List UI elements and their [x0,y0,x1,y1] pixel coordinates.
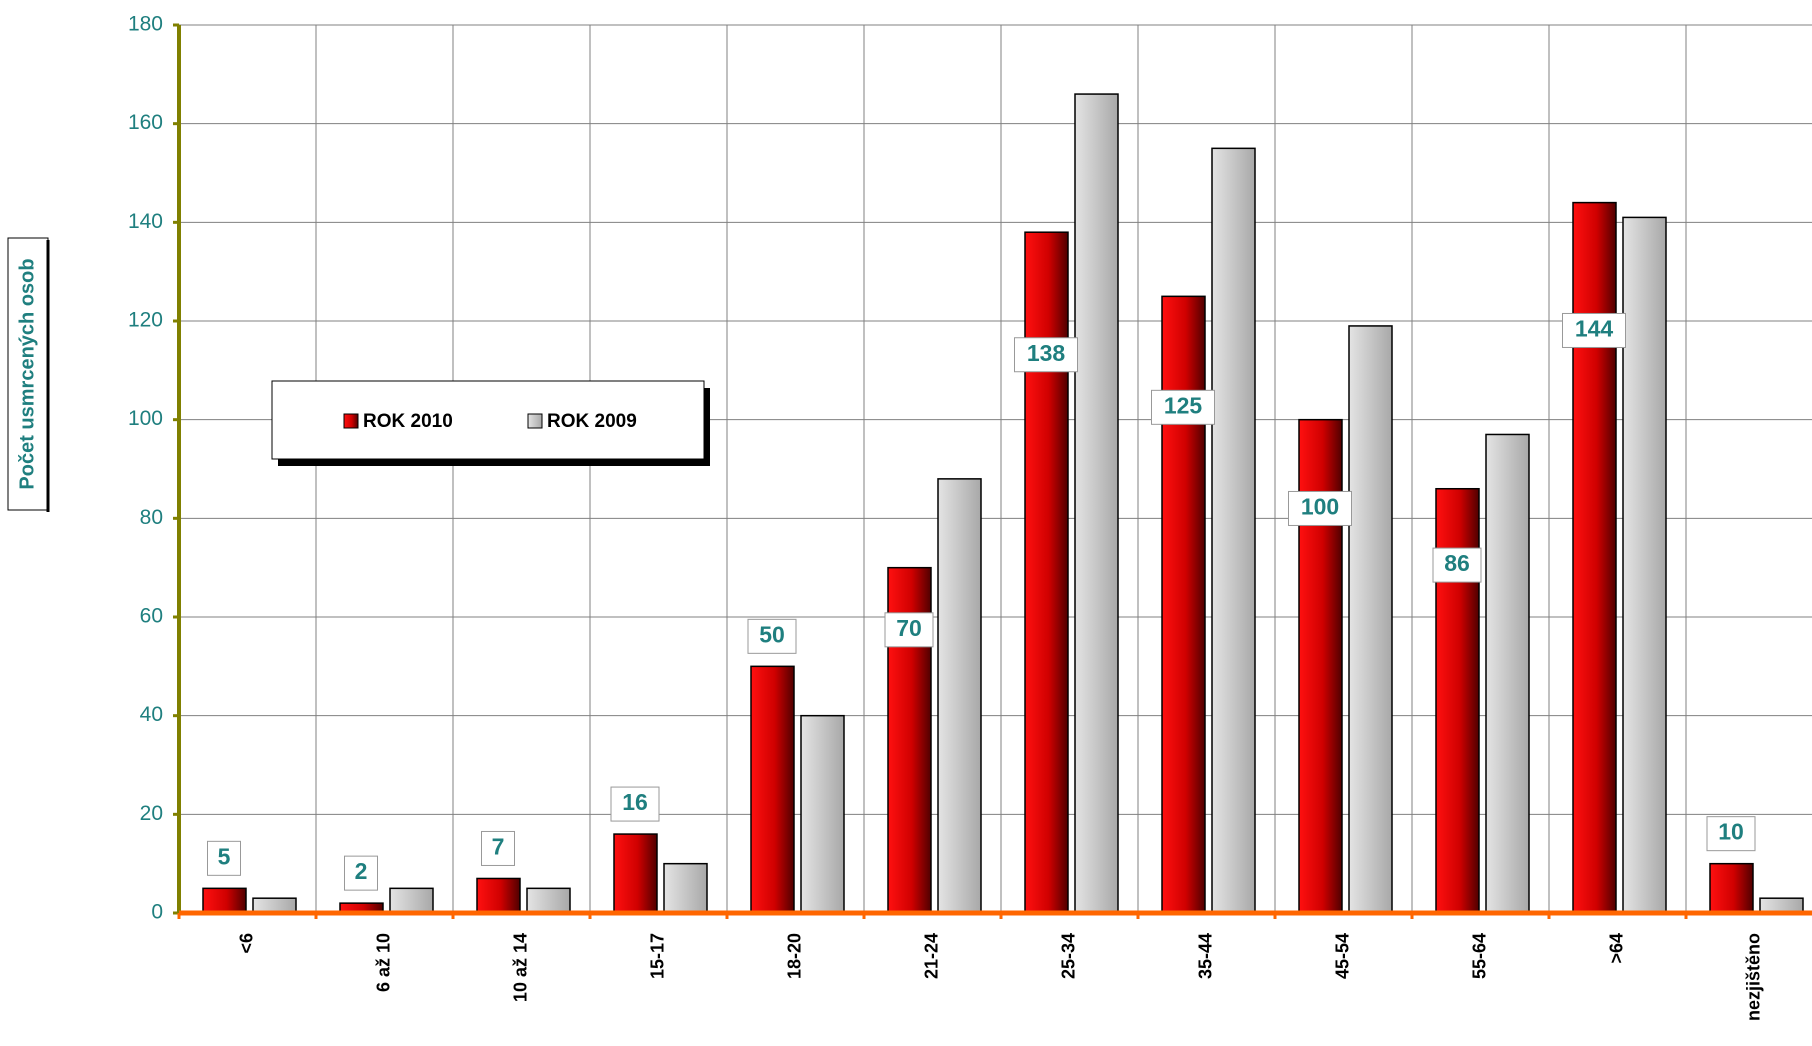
y-axis-label: Počet usmrcených osob [16,258,38,489]
data-label: 50 [759,621,785,647]
bar [202,887,247,914]
data-label: 5 [218,843,231,869]
data-label-box [747,618,797,654]
bar [1348,325,1393,914]
y-tick-label: 60 [140,605,163,628]
legend-label: ROK 2010 [363,411,453,432]
bar [613,833,658,914]
bar [476,877,521,914]
data-label-box [1432,547,1482,583]
bar [526,887,571,914]
data-label-box [1014,337,1078,373]
data-label: 16 [622,789,648,815]
x-tick-label: 21-24 [921,933,941,979]
x-tick-label: 15-17 [647,933,667,979]
bar [663,862,708,914]
y-tick-label: 120 [128,309,163,332]
x-tick-label: 45-54 [1332,933,1352,979]
bar [937,478,982,914]
y-tick-label: 80 [140,506,163,529]
bar [1572,201,1617,914]
bar [1211,147,1256,914]
legend-swatch [527,413,543,429]
y-tick-label: 140 [128,210,163,233]
data-label: 86 [1444,550,1470,576]
data-label-box [1706,816,1756,852]
legend [271,380,705,460]
data-label: 7 [492,834,505,860]
y-tick-label: 0 [151,901,163,924]
bar [1161,295,1206,914]
bar [1622,216,1667,914]
x-tick-label: nezjištěno [1743,933,1763,1021]
legend-swatch [343,413,359,429]
data-label: 10 [1718,819,1744,845]
x-tick-label: 10 až 14 [510,933,530,1002]
legend-label: ROK 2009 [547,411,637,432]
data-label: 138 [1027,340,1066,366]
data-label-box [1562,312,1626,348]
data-label-box [1288,490,1352,526]
data-label-box [344,855,378,891]
data-label-box [207,840,241,876]
y-tick-label: 100 [128,407,163,430]
bar [1485,433,1530,914]
y-tick-label: 180 [128,13,163,36]
y-tick-label: 40 [140,703,163,726]
data-label: 70 [896,615,922,641]
bar [750,665,795,914]
bar [1074,93,1119,914]
bar [1024,231,1069,914]
x-tick-label: <6 [236,933,256,954]
bar [1709,862,1754,914]
data-label-box [481,830,515,866]
data-label-box [884,612,934,648]
data-label: 125 [1164,392,1203,418]
bar [800,714,845,914]
bar [389,887,434,914]
x-tick-label: 18-20 [784,933,804,979]
y-label-box [7,237,49,511]
x-tick-label: 6 až 10 [373,933,393,992]
data-label-box [610,786,660,822]
data-label-box [1151,389,1215,425]
x-tick-label: 35-44 [1195,933,1215,979]
x-tick-label: >64 [1606,933,1626,964]
data-label: 100 [1301,494,1339,520]
data-label: 144 [1575,316,1614,342]
data-label: 2 [355,858,368,884]
x-tick-label: 55-64 [1469,933,1489,979]
y-tick-label: 20 [140,802,163,825]
y-tick-label: 160 [128,111,163,134]
x-tick-label: 25-34 [1058,933,1078,979]
